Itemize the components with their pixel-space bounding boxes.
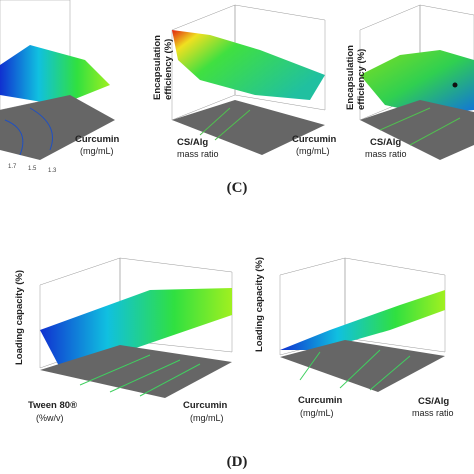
floor <box>0 95 115 160</box>
axis-label: (%w/v) <box>36 413 64 423</box>
panel: Loading capacity (%) Curcumin (mg/mL) CS… <box>254 257 454 418</box>
floor <box>40 345 232 398</box>
contour <box>199 107 251 141</box>
contour <box>4 107 53 156</box>
axis-label: Curcumin <box>75 134 120 145</box>
figure-label: (D) <box>227 454 248 470</box>
panel: 1.7 1.5 1.3 Curcumin (mg/mL) <box>0 0 120 174</box>
y-label: Encapsulation <box>345 45 356 110</box>
axis-label: (mg/mL) <box>80 146 114 156</box>
axis-label: (mg/mL) <box>300 408 334 418</box>
axis-label: CS/Alg <box>177 137 208 148</box>
axis-label: mass ratio <box>177 149 219 159</box>
surface <box>172 30 325 100</box>
axis-label: (mg/mL) <box>190 413 224 423</box>
floor <box>172 100 325 155</box>
y-label: Loading capacity (%) <box>254 257 265 352</box>
y-label: efficiency (%) <box>356 49 367 110</box>
panel: Loading capacity (%) Tween 80® (%w/v) Cu… <box>14 257 233 423</box>
y-label: Encapsulation <box>152 35 163 100</box>
axis-label: Tween 80® <box>28 400 77 411</box>
floor <box>360 100 474 160</box>
surface <box>0 45 110 105</box>
y-label: efficiency (%) <box>163 39 174 100</box>
axis-label: CS/Alg <box>370 137 401 148</box>
panel: Encapsulation efficiency (%) CS/Alg mass… <box>152 4 337 159</box>
contour <box>79 354 201 397</box>
tick-label: 1.7 <box>8 164 17 170</box>
tick-label: 1.5 <box>28 166 37 172</box>
surface <box>280 290 445 350</box>
axis-label: (mg/mL) <box>296 146 330 156</box>
surface <box>40 288 232 368</box>
point <box>452 82 458 88</box>
surface <box>360 50 474 115</box>
panel: Encapsulation efficiency (%) CS/Alg mass… <box>345 4 474 160</box>
axis-label: Curcumin <box>292 134 337 145</box>
axis-label: Curcumin <box>183 400 228 411</box>
tick-label: 1.3 <box>48 168 57 174</box>
contour <box>379 107 461 146</box>
axis-label: mass ratio <box>365 149 407 159</box>
contour <box>299 349 411 391</box>
axis-label: Curcumin <box>298 395 343 406</box>
y-label: Loading capacity (%) <box>14 270 25 365</box>
figure-label: (C) <box>227 180 248 196</box>
axis-label: mass ratio <box>412 408 454 418</box>
wall <box>344 257 446 353</box>
axis-label: CS/Alg <box>418 396 449 407</box>
